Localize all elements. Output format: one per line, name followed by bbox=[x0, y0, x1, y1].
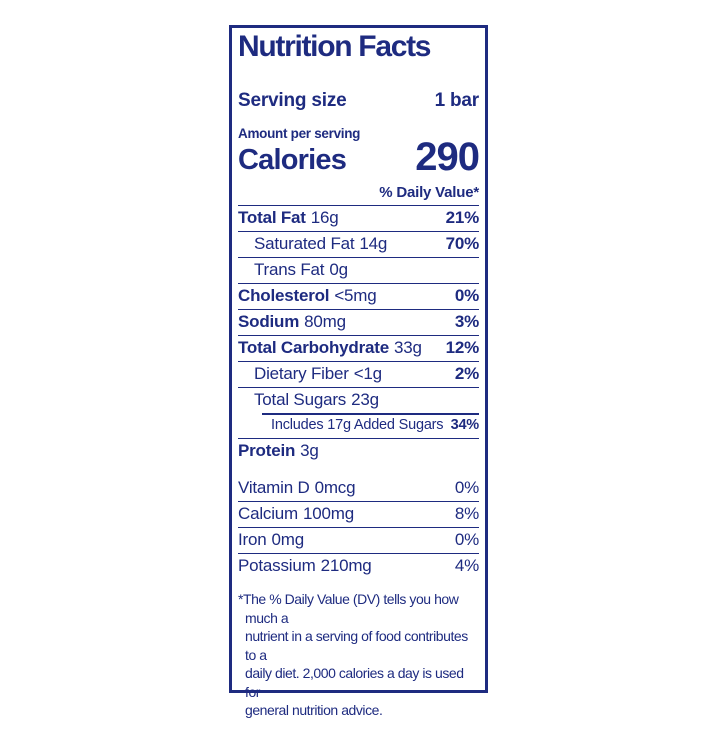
vitamin-amount: 0mg bbox=[271, 530, 305, 550]
nutrient-row-sodium: Sodium 80mg 3% bbox=[238, 309, 479, 335]
nutrient-rows: Total Fat 16g 21% Saturated Fat 14g 70% Tr… bbox=[238, 205, 479, 464]
nutrient-amount: 16g bbox=[310, 208, 339, 228]
serving-size-label: Serving size bbox=[238, 90, 347, 112]
nutrient-name: Sodium bbox=[238, 312, 300, 332]
nutrient-name: Dietary Fiber bbox=[254, 364, 349, 384]
vitamin-dv: 0% bbox=[454, 478, 479, 498]
nutrient-name: Total Sugars bbox=[254, 390, 347, 410]
nutrient-amount: 0g bbox=[329, 260, 348, 280]
nutrient-name: Total Fat bbox=[238, 208, 306, 228]
vitamin-row-iron: Iron 0mg 0% bbox=[238, 527, 479, 553]
footnote-line: nutrient in a serving of food contribute… bbox=[245, 628, 468, 663]
nutrient-amount: 33g bbox=[394, 338, 422, 358]
serving-size-row: Serving size 1 bar bbox=[238, 90, 480, 112]
vitamin-amount: 210mg bbox=[320, 556, 372, 576]
calories-value: 290 bbox=[415, 135, 480, 180]
nutrient-amount: 3g bbox=[300, 441, 319, 461]
nutrient-name: Trans Fat bbox=[254, 260, 325, 280]
nutrient-name: Includes 17g Added Sugars bbox=[271, 417, 444, 434]
nutrient-row-trans-fat: Trans Fat 0g bbox=[238, 257, 479, 283]
footnote-line: *The % Daily Value (DV) tells you how mu… bbox=[238, 591, 459, 626]
nutrient-amount: 80mg bbox=[304, 312, 346, 332]
vitamin-amount: 0mcg bbox=[314, 478, 356, 498]
calories-label: Calories bbox=[238, 144, 347, 177]
vitamin-rows: Vitamin D 0mcg 0% Calcium 100mg 8% Iron 0mg… bbox=[238, 475, 479, 579]
vitamin-dv: 8% bbox=[454, 504, 479, 524]
vitamin-dv: 4% bbox=[454, 556, 479, 576]
nutrient-name: Saturated Fat bbox=[254, 234, 355, 254]
nutrient-row-added-sugars: Includes 17g Added Sugars 34% bbox=[238, 413, 479, 438]
nutrient-dv: 12% bbox=[445, 338, 480, 358]
nutrient-dv: 70% bbox=[445, 234, 480, 254]
nutrient-row-saturated-fat: Saturated Fat 14g 70% bbox=[238, 231, 479, 257]
vitamin-name: Vitamin D bbox=[238, 478, 310, 498]
nutrient-dv: 34% bbox=[450, 417, 480, 434]
nutrient-name: Total Carbohydrate bbox=[238, 338, 389, 358]
amount-per-serving-label: Amount per serving bbox=[238, 126, 361, 142]
nutrient-amount: <5mg bbox=[334, 286, 377, 306]
vitamin-row-calcium: Calcium 100mg 8% bbox=[238, 501, 479, 527]
footnote-line: general nutrition advice. bbox=[245, 702, 383, 719]
vitamin-amount: 100mg bbox=[303, 504, 354, 524]
vitamin-row-vitamin-d: Vitamin D 0mcg 0% bbox=[238, 475, 479, 501]
nutrient-row-protein: Protein 3g bbox=[238, 438, 479, 464]
footnote-line: daily diet. 2,000 calories a day is used… bbox=[245, 665, 464, 700]
nutrient-row-total-fat: Total Fat 16g 21% bbox=[238, 205, 479, 231]
nutrient-amount: <1g bbox=[353, 364, 382, 384]
nutrient-name: Cholesterol bbox=[238, 286, 330, 306]
vitamin-name: Calcium bbox=[238, 504, 299, 524]
vitamin-name: Potassium bbox=[238, 556, 316, 576]
nutrition-facts-label: Nutrition Facts Serving size 1 bar Amoun… bbox=[229, 25, 488, 718]
nutrient-row-total-carbohydrate: Total Carbohydrate 33g 12% bbox=[238, 335, 479, 361]
calories-row: Calories 290 bbox=[238, 135, 480, 180]
daily-value-footnote: *The % Daily Value (DV) tells you how mu… bbox=[238, 590, 479, 720]
nutrient-name: Protein bbox=[238, 441, 296, 461]
daily-value-header: % Daily Value* bbox=[379, 183, 479, 201]
label-title: Nutrition Facts bbox=[238, 30, 431, 63]
nutrient-row-total-sugars: Total Sugars 23g bbox=[238, 387, 479, 413]
vitamin-row-potassium: Potassium 210mg 4% bbox=[238, 553, 479, 579]
nutrient-row-cholesterol: Cholesterol <5mg 0% bbox=[238, 283, 479, 309]
vitamin-dv: 0% bbox=[454, 530, 479, 550]
nutrient-amount: 23g bbox=[351, 390, 379, 410]
nutrient-dv: 2% bbox=[454, 364, 479, 384]
vitamin-name: Iron bbox=[238, 530, 267, 550]
nutrient-dv: 21% bbox=[445, 208, 480, 228]
nutrient-row-dietary-fiber: Dietary Fiber <1g 2% bbox=[238, 361, 479, 387]
nutrient-dv: 3% bbox=[454, 312, 479, 332]
serving-size-value: 1 bar bbox=[434, 90, 480, 112]
nutrient-dv: 0% bbox=[454, 286, 479, 306]
nutrient-amount: 14g bbox=[359, 234, 388, 254]
